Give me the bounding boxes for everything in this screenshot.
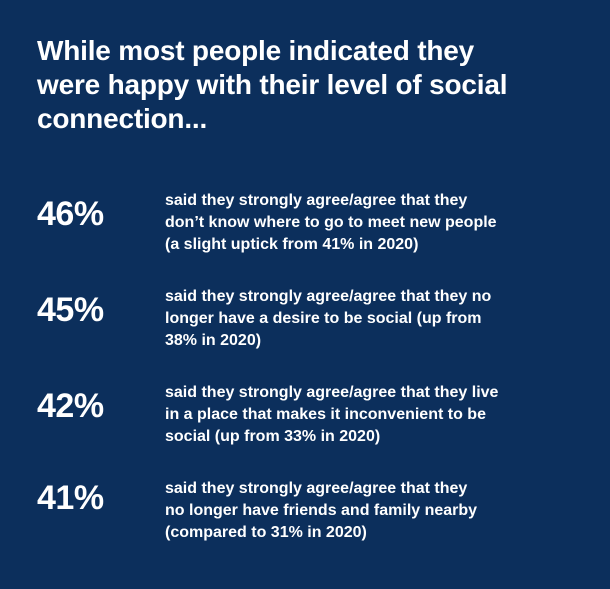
stat-description-line: (a slight uptick from 41% in 2020) [165, 236, 419, 253]
stat-description-line: said they strongly agree/agree that they… [165, 288, 492, 305]
headline-line: connection... [37, 103, 208, 134]
stat-description: said they strongly agree/agree that they… [165, 382, 565, 448]
stat-description-line: said they strongly agree/agree that they [165, 480, 468, 497]
stat-percentage: 41% [37, 479, 104, 517]
headline-line: While most people indicated they [37, 35, 474, 66]
stat-description-line: in a place that makes it inconvenient to… [165, 406, 486, 423]
stat-description: said they strongly agree/agree that they… [165, 286, 565, 352]
stat-row: 45% said they strongly agree/agree that … [37, 286, 577, 356]
stat-description: said they strongly agree/agree that they… [165, 190, 565, 256]
stat-row: 41% said they strongly agree/agree that … [37, 478, 577, 548]
stat-description: said they strongly agree/agree that they… [165, 478, 565, 544]
stat-row: 42% said they strongly agree/agree that … [37, 382, 577, 452]
stat-percentage: 45% [37, 291, 104, 329]
stat-description-line: said they strongly agree/agree that they [165, 192, 468, 209]
stat-percentage: 42% [37, 387, 104, 425]
stat-description-line: 38% in 2020) [165, 332, 262, 349]
headline-line: were happy with their level of social [37, 69, 508, 100]
stat-description-line: said they strongly agree/agree that they… [165, 384, 499, 401]
stat-description-line: social (up from 33% in 2020) [165, 428, 381, 445]
headline: While most people indicated they were ha… [37, 34, 577, 136]
stat-description-line: don’t know where to go to meet new peopl… [165, 214, 497, 231]
stat-percentage: 46% [37, 195, 104, 233]
stat-row: 46% said they strongly agree/agree that … [37, 190, 577, 260]
stat-description-line: (compared to 31% in 2020) [165, 524, 367, 541]
stat-description-line: longer have a desire to be social (up fr… [165, 310, 482, 327]
stat-description-line: no longer have friends and family nearby [165, 502, 478, 519]
